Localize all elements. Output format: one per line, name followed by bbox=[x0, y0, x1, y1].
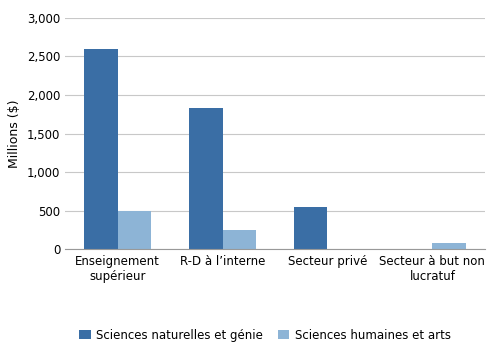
Y-axis label: Millions ($): Millions ($) bbox=[8, 99, 21, 168]
Bar bbox=[432, 244, 466, 249]
Bar bbox=[118, 211, 151, 249]
Bar bbox=[189, 108, 222, 249]
Bar bbox=[222, 230, 256, 249]
Bar bbox=[294, 207, 328, 249]
Legend: Sciences naturelles et génie, Sciences humaines et arts: Sciences naturelles et génie, Sciences h… bbox=[74, 324, 456, 346]
Bar bbox=[84, 49, 117, 249]
